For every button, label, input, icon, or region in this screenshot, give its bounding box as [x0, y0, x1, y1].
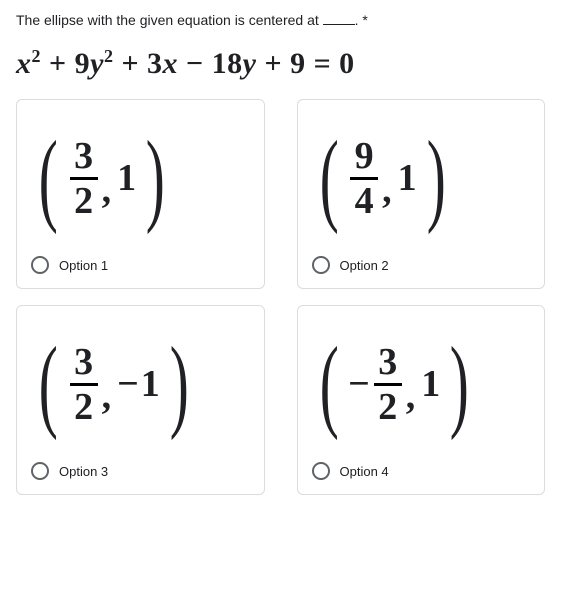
- comma: ,: [102, 374, 112, 418]
- question-suffix: . *: [355, 12, 368, 28]
- numerator: 3: [74, 343, 93, 383]
- option-math-4: ( − 3 2 , 1 ): [312, 324, 531, 444]
- fraction: 3 2: [70, 343, 98, 426]
- denominator: 4: [355, 180, 374, 220]
- fraction: 3 2: [374, 343, 402, 426]
- comma: ,: [382, 168, 392, 212]
- option-row-2[interactable]: Option 2: [312, 256, 531, 274]
- fraction: 3 2: [70, 137, 98, 220]
- option-row-3[interactable]: Option 3: [31, 462, 250, 480]
- numerator: 9: [355, 137, 374, 177]
- option-label: Option 2: [340, 258, 389, 273]
- option-card-4[interactable]: ( − 3 2 , 1 ) Option 4: [297, 305, 546, 495]
- options-grid: ( 3 2 , 1 ) Option 1 (: [16, 99, 545, 495]
- y-value: 1: [141, 362, 160, 406]
- option-math-2: ( 9 4 , 1 ): [312, 118, 531, 238]
- radio-icon[interactable]: [312, 462, 330, 480]
- question-text: The ellipse with the given equation is c…: [16, 12, 545, 28]
- left-paren: (: [319, 348, 338, 421]
- option-label: Option 1: [59, 258, 108, 273]
- radio-icon[interactable]: [31, 462, 49, 480]
- right-paren: ): [426, 142, 445, 215]
- denominator: 2: [74, 180, 93, 220]
- numerator: 3: [378, 343, 397, 383]
- radio-icon[interactable]: [31, 256, 49, 274]
- comma: ,: [406, 374, 416, 418]
- comma: ,: [102, 168, 112, 212]
- y-value: 1: [117, 156, 136, 200]
- neg-sign: −: [117, 362, 139, 406]
- numerator: 3: [74, 137, 93, 177]
- option-label: Option 3: [59, 464, 108, 479]
- option-card-2[interactable]: ( 9 4 , 1 ) Option 2: [297, 99, 546, 289]
- denominator: 2: [74, 386, 93, 426]
- y-value: 1: [398, 156, 417, 200]
- fraction: 9 4: [350, 137, 378, 220]
- right-paren: ): [450, 348, 469, 421]
- left-paren: (: [39, 348, 58, 421]
- left-paren: (: [319, 142, 338, 215]
- option-math-1: ( 3 2 , 1 ): [31, 118, 250, 238]
- blank-line: [323, 24, 355, 25]
- equation: x2 + 9y2 + 3x − 18y + 9 = 0: [16, 46, 545, 81]
- option-label: Option 4: [340, 464, 389, 479]
- leading-neg: −: [348, 362, 370, 406]
- right-paren: ): [170, 348, 189, 421]
- option-row-4[interactable]: Option 4: [312, 462, 531, 480]
- option-card-1[interactable]: ( 3 2 , 1 ) Option 1: [16, 99, 265, 289]
- option-math-3: ( 3 2 , −1 ): [31, 324, 250, 444]
- option-card-3[interactable]: ( 3 2 , −1 ) Option 3: [16, 305, 265, 495]
- y-value: 1: [421, 362, 440, 406]
- left-paren: (: [39, 142, 58, 215]
- question-prefix: The ellipse with the given equation is c…: [16, 12, 323, 28]
- radio-icon[interactable]: [312, 256, 330, 274]
- option-row-1[interactable]: Option 1: [31, 256, 250, 274]
- denominator: 2: [378, 386, 397, 426]
- right-paren: ): [146, 142, 165, 215]
